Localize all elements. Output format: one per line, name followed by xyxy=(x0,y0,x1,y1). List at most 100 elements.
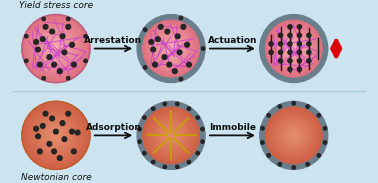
Circle shape xyxy=(43,123,68,148)
Circle shape xyxy=(54,46,58,51)
Circle shape xyxy=(293,135,295,136)
Circle shape xyxy=(143,116,146,119)
Circle shape xyxy=(279,50,283,54)
Circle shape xyxy=(169,133,173,137)
Circle shape xyxy=(51,131,60,140)
Circle shape xyxy=(154,118,188,152)
Circle shape xyxy=(276,117,312,153)
Circle shape xyxy=(279,59,283,63)
Circle shape xyxy=(288,43,299,54)
Circle shape xyxy=(40,124,45,128)
Circle shape xyxy=(28,107,84,164)
Circle shape xyxy=(60,34,65,39)
Circle shape xyxy=(165,29,170,34)
Circle shape xyxy=(153,117,189,153)
Circle shape xyxy=(66,25,71,29)
Circle shape xyxy=(42,122,70,149)
Circle shape xyxy=(164,41,179,56)
Circle shape xyxy=(160,37,183,60)
Circle shape xyxy=(179,77,183,81)
Circle shape xyxy=(277,32,311,66)
Circle shape xyxy=(147,111,195,160)
Circle shape xyxy=(147,25,195,72)
Circle shape xyxy=(37,29,75,68)
Circle shape xyxy=(25,105,87,166)
Circle shape xyxy=(145,109,197,162)
Circle shape xyxy=(268,23,319,74)
Circle shape xyxy=(278,105,282,108)
Circle shape xyxy=(156,33,186,64)
Circle shape xyxy=(49,42,63,55)
Circle shape xyxy=(160,124,183,147)
Circle shape xyxy=(47,55,52,59)
Circle shape xyxy=(29,108,83,163)
Circle shape xyxy=(187,62,191,67)
Circle shape xyxy=(306,105,309,108)
Circle shape xyxy=(162,55,167,59)
Circle shape xyxy=(31,111,81,160)
Circle shape xyxy=(52,149,56,154)
Circle shape xyxy=(291,46,297,51)
Circle shape xyxy=(48,127,64,143)
Text: Immobile: Immobile xyxy=(209,123,256,132)
Circle shape xyxy=(155,33,187,65)
Circle shape xyxy=(155,37,160,42)
Circle shape xyxy=(39,32,73,66)
Circle shape xyxy=(143,20,199,77)
Circle shape xyxy=(274,116,314,155)
Circle shape xyxy=(34,114,77,157)
Circle shape xyxy=(50,130,62,141)
Circle shape xyxy=(46,38,66,59)
Circle shape xyxy=(22,101,90,169)
Circle shape xyxy=(28,20,84,77)
Circle shape xyxy=(39,118,73,152)
Circle shape xyxy=(25,59,28,63)
Circle shape xyxy=(154,32,188,66)
Circle shape xyxy=(288,25,292,29)
Circle shape xyxy=(270,112,318,159)
Circle shape xyxy=(269,111,318,160)
Circle shape xyxy=(143,107,199,164)
Text: Actuation: Actuation xyxy=(208,36,257,45)
Circle shape xyxy=(167,45,175,52)
Circle shape xyxy=(57,156,62,160)
Circle shape xyxy=(26,19,85,78)
Circle shape xyxy=(57,69,62,74)
Circle shape xyxy=(282,123,306,148)
Circle shape xyxy=(181,25,186,29)
Circle shape xyxy=(151,116,191,155)
Circle shape xyxy=(176,165,179,169)
Text: Arrestation: Arrestation xyxy=(84,36,143,45)
Circle shape xyxy=(31,24,81,74)
Circle shape xyxy=(143,66,147,69)
Circle shape xyxy=(55,134,57,137)
Circle shape xyxy=(159,36,183,61)
Circle shape xyxy=(30,109,82,161)
Circle shape xyxy=(67,76,70,80)
Circle shape xyxy=(261,126,264,130)
Circle shape xyxy=(168,132,174,138)
Circle shape xyxy=(161,38,181,59)
Circle shape xyxy=(164,128,179,143)
Circle shape xyxy=(273,28,314,69)
Circle shape xyxy=(271,113,316,158)
Circle shape xyxy=(297,33,302,38)
Circle shape xyxy=(150,28,192,69)
Circle shape xyxy=(284,125,304,146)
Circle shape xyxy=(34,40,39,44)
Circle shape xyxy=(292,47,296,51)
Circle shape xyxy=(138,127,141,131)
Circle shape xyxy=(67,17,70,21)
Circle shape xyxy=(307,42,311,46)
Circle shape xyxy=(286,128,301,143)
Circle shape xyxy=(47,126,65,144)
Circle shape xyxy=(46,125,66,145)
Circle shape xyxy=(62,137,67,141)
Circle shape xyxy=(149,114,193,157)
Circle shape xyxy=(163,165,166,169)
Circle shape xyxy=(163,127,180,144)
Circle shape xyxy=(285,127,302,144)
Circle shape xyxy=(290,45,297,52)
Circle shape xyxy=(53,45,59,52)
Circle shape xyxy=(38,117,74,154)
